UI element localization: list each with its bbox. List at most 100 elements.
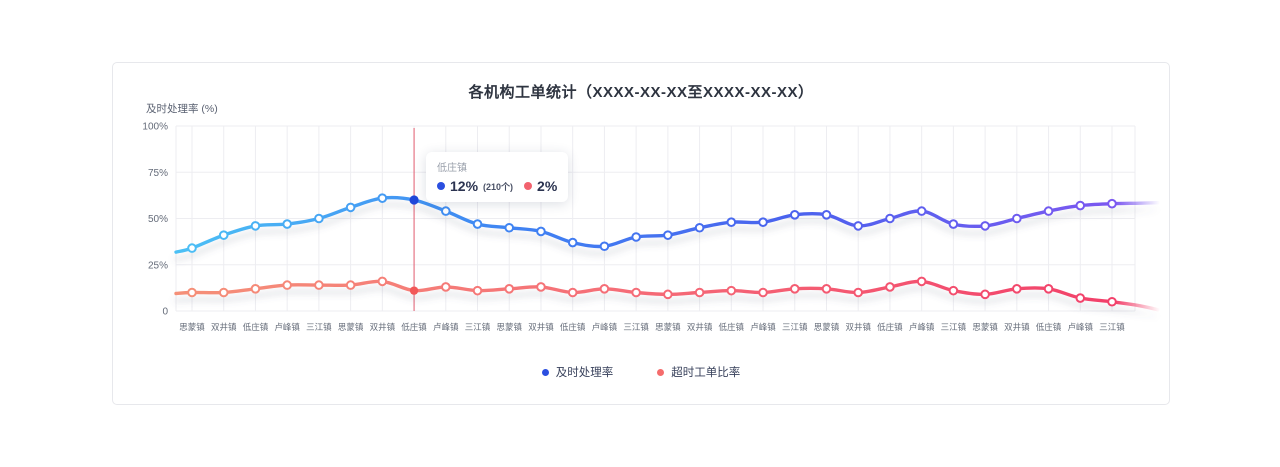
tooltip-title: 低庄镇	[437, 163, 467, 174]
data-point[interactable]	[821, 210, 832, 220]
data-point[interactable]	[758, 217, 768, 227]
highlight-point-overtime[interactable]	[409, 286, 419, 295]
x-axis-label: 三江镇	[941, 322, 967, 332]
data-point[interactable]	[567, 237, 578, 248]
data-point[interactable]	[885, 282, 895, 292]
data-point[interactable]	[440, 206, 451, 216]
data-point[interactable]	[599, 241, 610, 252]
x-axis-label: 卢峰镇	[909, 322, 935, 332]
data-point[interactable]	[314, 280, 324, 290]
data-point[interactable]	[536, 282, 546, 292]
data-point[interactable]	[789, 210, 800, 220]
data-point[interactable]	[916, 276, 927, 287]
x-axis-label: 思蒙镇	[496, 322, 522, 332]
data-point[interactable]	[250, 221, 261, 231]
x-axis-label: 思蒙镇	[179, 322, 205, 332]
legend-overtime-dot-icon	[657, 368, 665, 376]
data-point[interactable]	[694, 287, 705, 298]
x-axis-label: 卢峰镇	[592, 322, 618, 332]
x-axis-label: 低庄镇	[401, 322, 427, 332]
y-tick-label: 25%	[148, 260, 168, 271]
data-point[interactable]	[948, 219, 959, 229]
data-point[interactable]	[1107, 198, 1117, 209]
tooltip-overtime-dot-icon	[524, 182, 533, 190]
data-point[interactable]	[1043, 206, 1054, 216]
data-point[interactable]	[345, 202, 356, 213]
data-point[interactable]	[218, 230, 229, 240]
x-axis-label: 双井镇	[845, 322, 871, 332]
legend-item-timely[interactable]: 及时处理率	[541, 364, 613, 380]
data-point[interactable]	[885, 213, 895, 224]
data-point[interactable]	[345, 280, 356, 290]
data-point[interactable]	[853, 287, 864, 298]
data-point[interactable]	[377, 276, 388, 287]
data-point[interactable]	[599, 284, 610, 294]
data-point[interactable]	[948, 285, 959, 296]
data-point[interactable]	[1012, 284, 1022, 294]
data-point[interactable]	[1107, 296, 1117, 307]
data-point[interactable]	[631, 287, 641, 298]
tooltip: 低庄镇 12% (210个) 2%	[426, 152, 569, 202]
x-axis-label: 低庄镇	[243, 322, 269, 332]
data-point[interactable]	[821, 284, 832, 294]
y-tick-label: 75%	[148, 168, 168, 179]
data-point[interactable]	[1012, 213, 1022, 224]
data-point[interactable]	[504, 222, 515, 233]
data-point[interactable]	[440, 282, 451, 292]
data-point[interactable]	[218, 287, 229, 298]
x-axis-label: 低庄镇	[719, 322, 745, 332]
data-point[interactable]	[472, 219, 483, 229]
x-axis-label: 思蒙镇	[338, 322, 364, 332]
legend-overtime-label: 超时工单比率	[671, 367, 741, 379]
data-point[interactable]	[789, 284, 800, 294]
data-point[interactable]	[980, 289, 990, 300]
y-axis-name: 及时处理率 (%)	[146, 103, 218, 115]
x-axis-label: 三江镇	[465, 322, 491, 332]
x-axis-label: 思蒙镇	[814, 322, 840, 332]
x-axis-label: 卢峰镇	[750, 322, 776, 332]
data-point[interactable]	[631, 232, 641, 242]
data-point[interactable]	[536, 226, 546, 237]
data-point[interactable]	[663, 230, 673, 240]
data-point[interactable]	[1075, 293, 1086, 303]
y-tick-label: 50%	[148, 214, 168, 225]
x-axis-label: 三江镇	[623, 322, 649, 332]
data-point[interactable]	[980, 221, 990, 231]
x-axis-label: 思蒙镇	[972, 322, 998, 332]
data-point[interactable]	[758, 287, 768, 298]
line-timely-rate	[174, 195, 1160, 254]
data-point[interactable]	[250, 284, 261, 294]
x-axis-label: 双井镇	[370, 322, 396, 332]
tooltip-row: 12% (210个) 2%	[437, 178, 557, 194]
data-point[interactable]	[282, 219, 292, 229]
chart-card	[112, 62, 1170, 405]
data-point[interactable]	[314, 213, 324, 224]
legend-item-overtime[interactable]: 超时工单比率	[657, 364, 740, 380]
x-axis-label: 双井镇	[528, 322, 554, 332]
data-point[interactable]	[187, 287, 197, 298]
highlight-point-timely[interactable]	[409, 195, 419, 205]
data-point[interactable]	[567, 287, 578, 298]
data-point[interactable]	[916, 206, 927, 216]
x-axis-label: 三江镇	[1099, 322, 1125, 332]
data-point[interactable]	[1075, 200, 1086, 211]
data-point[interactable]	[1043, 284, 1054, 294]
data-point[interactable]	[504, 284, 515, 294]
x-axis-label: 卢峰镇	[274, 322, 300, 332]
data-point[interactable]	[853, 221, 864, 231]
data-point[interactable]	[377, 193, 388, 203]
x-axis-label: 思蒙镇	[655, 322, 681, 332]
data-point[interactable]	[694, 222, 705, 233]
data-point[interactable]	[187, 243, 197, 253]
data-point[interactable]	[663, 289, 673, 300]
x-axis-label: 双井镇	[687, 322, 713, 332]
x-axis-label: 三江镇	[306, 322, 332, 332]
y-tick-label: 0	[162, 307, 168, 318]
data-point[interactable]	[472, 285, 483, 296]
data-point[interactable]	[726, 285, 737, 296]
data-point[interactable]	[282, 280, 292, 290]
data-point[interactable]	[726, 217, 737, 227]
x-axis-label: 低庄镇	[560, 322, 586, 332]
